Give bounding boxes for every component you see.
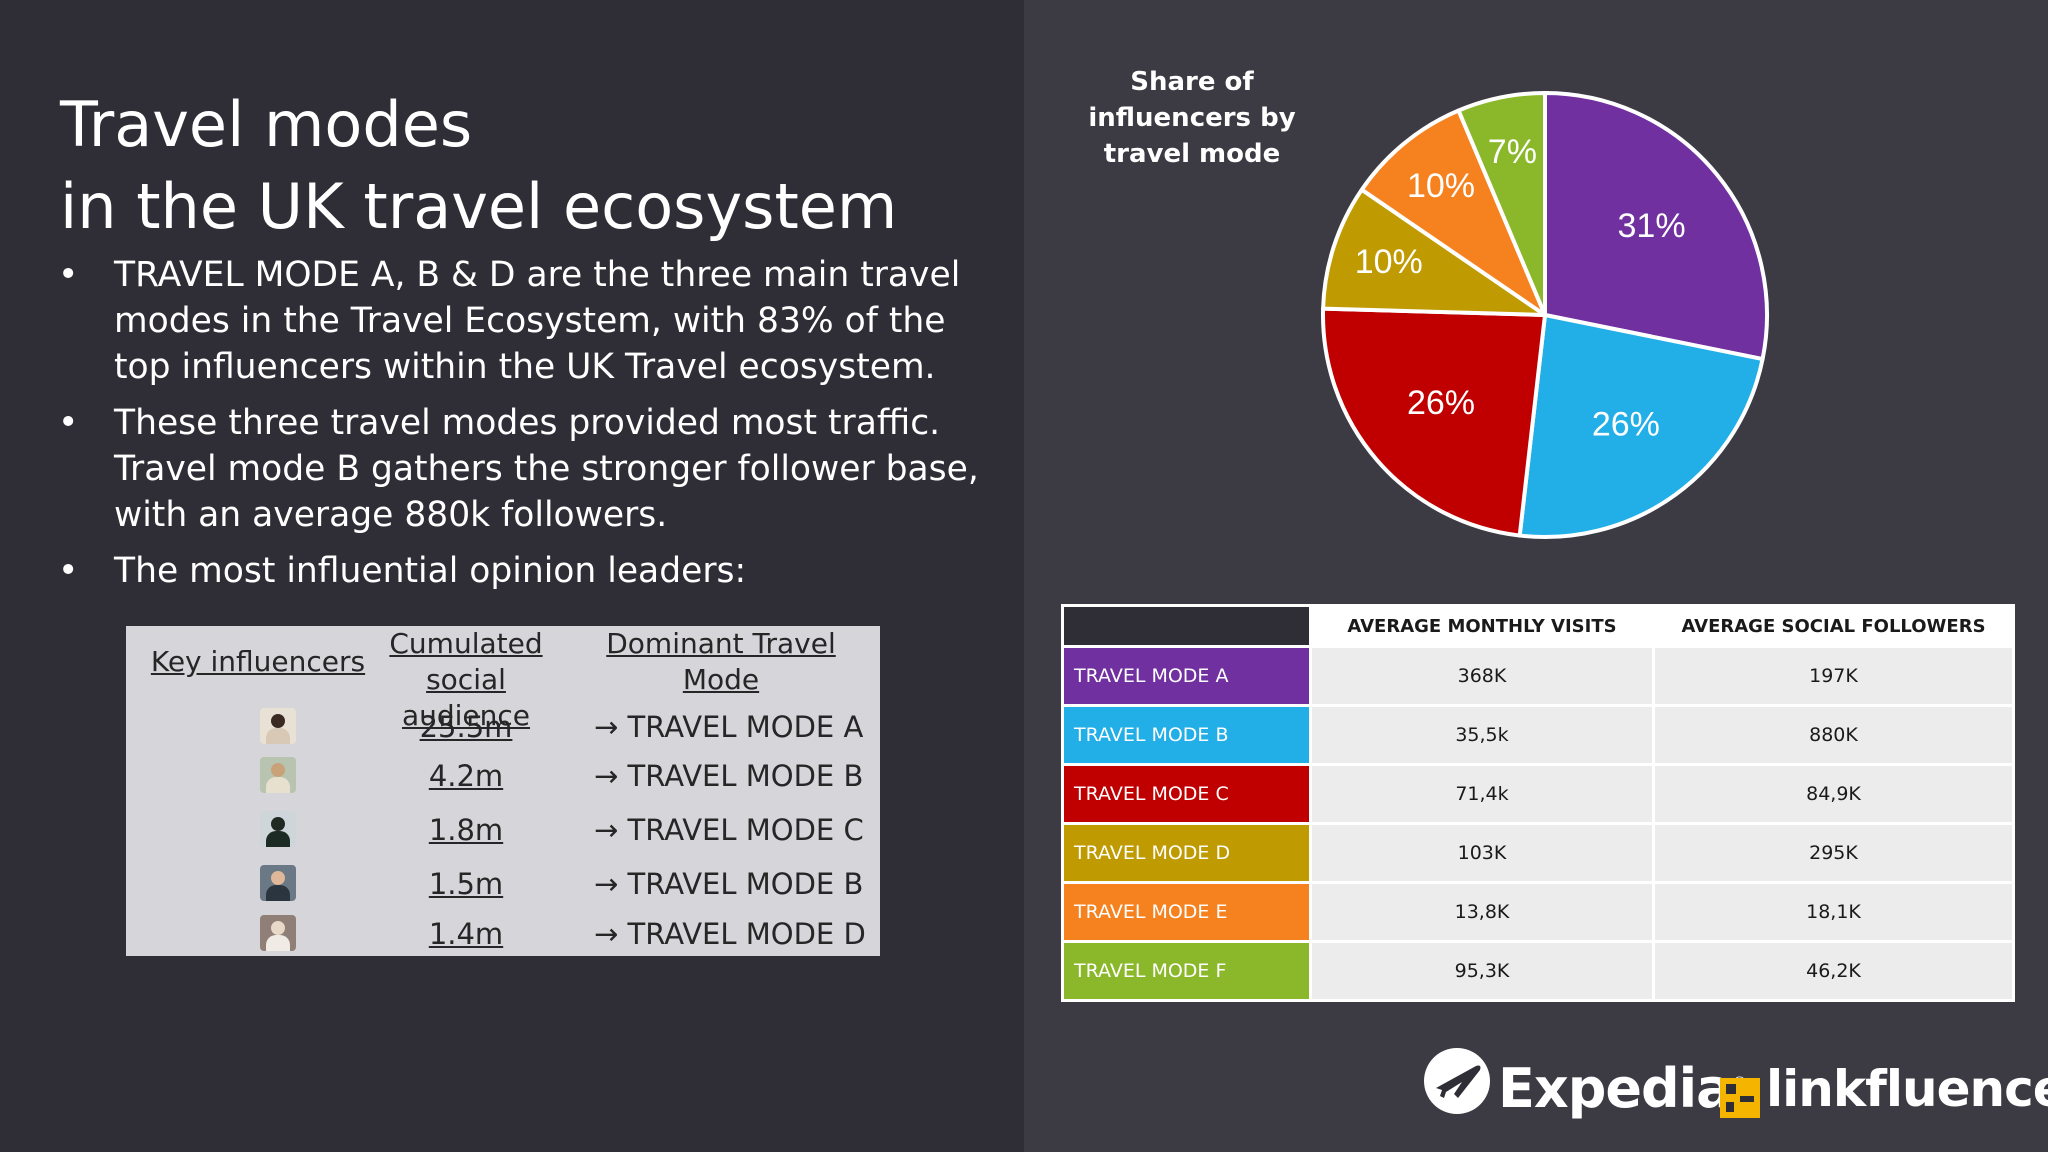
airplane-icon <box>1436 1065 1481 1098</box>
pie-chart: 31% 26% 26% 10% 10% 7% <box>1321 91 1769 539</box>
table-cell-visits: 13,8K <box>1309 881 1655 943</box>
table-cell-mode: TRAVEL MODE C <box>1061 763 1312 825</box>
influencer-mode: → TRAVEL MODE B <box>594 759 864 793</box>
pie-label-1: 31% <box>1618 207 1686 245</box>
avatar-head <box>271 871 285 885</box>
influencer-audience: 1.8m <box>428 813 504 847</box>
influencer-audience: 4.2m <box>428 759 504 793</box>
table-cell-visits: 103K <box>1309 822 1655 884</box>
table-header-row: AVERAGE MONTHLY VISITS AVERAGE SOCIAL FO… <box>1061 604 2015 648</box>
expedia-logo-text: Expedia® <box>1498 1048 1748 1124</box>
avatar-body <box>266 935 290 951</box>
pie-slice-4 <box>1321 187 1547 317</box>
table-cell-followers: 46,2K <box>1652 940 2015 1002</box>
header-cumulated-audience-line-1: Cumulated <box>389 627 543 660</box>
stats-table: AVERAGE MONTHLY VISITS AVERAGE SOCIAL FO… <box>1061 604 2015 1002</box>
avatar <box>260 757 296 793</box>
avatar <box>260 708 296 744</box>
avatar-body <box>266 831 290 847</box>
page-title-line-1: Travel modes <box>60 87 473 161</box>
table-cell-visits: 35,5k <box>1309 704 1655 766</box>
avatar-body <box>266 728 290 744</box>
pie-label-3: 26% <box>1407 384 1475 422</box>
influencer-row: 1.4m → TRAVEL MODE D <box>126 909 880 959</box>
influencer-row: 25.5m → TRAVEL MODE A <box>126 702 880 752</box>
influencer-mode: → TRAVEL MODE B <box>594 867 864 901</box>
pie-label-6: 7% <box>1488 133 1537 171</box>
pie-chart-title: Share of influencers by travel mode <box>1088 67 1296 169</box>
influencer-audience: 1.4m <box>428 917 504 951</box>
influencer-audience: 25.5m <box>419 710 513 744</box>
header-cumulated-audience: Cumulated social audience <box>366 626 566 734</box>
expedia-logo-icon <box>1424 1048 1490 1114</box>
table-row: TRAVEL MODE D 103K 295K <box>1061 822 2015 884</box>
influencer-row: 4.2m → TRAVEL MODE B <box>126 751 880 801</box>
table-cell-mode: TRAVEL MODE B <box>1061 704 1312 766</box>
table-cell-mode: TRAVEL MODE F <box>1061 940 1312 1002</box>
header-key-influencers: Key influencers <box>150 645 366 678</box>
page-title: Travel modes in the UK travel ecosystem <box>60 84 897 248</box>
influencer-audience: 1.5m <box>428 867 504 901</box>
header-dominant-mode-line-2: Mode <box>682 663 760 696</box>
table-cell-followers: 197K <box>1652 645 2015 707</box>
table-header-visits: AVERAGE MONTHLY VISITS <box>1309 604 1655 648</box>
pie-slice-3 <box>1321 306 1547 538</box>
pie-label-4: 10% <box>1355 243 1423 281</box>
influencer-row: 1.8m → TRAVEL MODE C <box>126 805 880 855</box>
table-cell-followers: 880K <box>1652 704 2015 766</box>
avatar-head <box>271 921 285 935</box>
table-cell-visits: 95,3K <box>1309 940 1655 1002</box>
left-panel: Travel modes in the UK travel ecosystem … <box>0 0 1024 1152</box>
table-cell-mode: TRAVEL MODE A <box>1061 645 1312 707</box>
avatar <box>260 915 296 951</box>
table-cell-followers: 18,1K <box>1652 881 2015 943</box>
table-cell-followers: 84,9K <box>1652 763 2015 825</box>
header-dominant-mode-line-1: Dominant Travel <box>606 627 836 660</box>
table-row: TRAVEL MODE C 71,4k 84,9K <box>1061 763 2015 825</box>
page-title-line-2: in the UK travel ecosystem <box>60 169 898 243</box>
avatar <box>260 865 296 901</box>
bullet-item: The most influential opinion leaders: <box>58 548 988 594</box>
avatar-body <box>266 777 290 793</box>
table-row: TRAVEL MODE F 95,3K 46,2K <box>1061 940 2015 1002</box>
linkfluence-logo-text: linkfluence <box>1766 1060 2048 1118</box>
table-row: TRAVEL MODE E 13,8K 18,1K <box>1061 881 2015 943</box>
influencer-mode: → TRAVEL MODE D <box>594 917 866 951</box>
bullet-item: TRAVEL MODE A, B & D are the three main … <box>58 252 988 390</box>
table-cell-followers: 295K <box>1652 822 2015 884</box>
avatar <box>260 811 296 847</box>
bullet-item: These three travel modes provided most t… <box>58 400 988 538</box>
table-cell-visits: 368K <box>1309 645 1655 707</box>
table-header-followers: AVERAGE SOCIAL FOLLOWERS <box>1652 604 2015 648</box>
influencer-row: 1.5m → TRAVEL MODE B <box>126 859 880 909</box>
expedia-wordmark: Expedia <box>1498 1057 1733 1120</box>
table-cell-mode: TRAVEL MODE D <box>1061 822 1312 884</box>
pie-slice-1 <box>1543 91 1769 362</box>
influencer-mode: → TRAVEL MODE A <box>594 710 864 744</box>
table-cell-mode: TRAVEL MODE E <box>1061 881 1312 943</box>
footer-logos: Expedia® linkfluence <box>1424 1048 2048 1128</box>
table-row: TRAVEL MODE B 35,5k 880K <box>1061 704 2015 766</box>
table-header-blank <box>1061 604 1312 648</box>
pie-slice-2 <box>1517 313 1765 539</box>
linkfluence-mark-icon <box>1720 1078 1760 1118</box>
pie-slice-5 <box>1359 108 1547 317</box>
bullet-list: TRAVEL MODE A, B & D are the three main … <box>58 252 988 604</box>
pie-label-5: 10% <box>1407 167 1475 205</box>
pie-slice-6 <box>1456 91 1547 317</box>
avatar-head <box>271 763 285 777</box>
table-row: TRAVEL MODE A 368K 197K <box>1061 645 2015 707</box>
header-cumulated-audience-line-2: social audience <box>401 663 531 732</box>
avatar-head <box>271 817 285 831</box>
table-cell-visits: 71,4k <box>1309 763 1655 825</box>
influencer-mode: → TRAVEL MODE C <box>594 813 864 847</box>
influencers-table: Key influencers Cumulated social audienc… <box>126 626 880 956</box>
avatar-body <box>266 885 290 901</box>
header-dominant-mode: Dominant Travel Mode <box>586 626 856 698</box>
avatar-head <box>271 714 285 728</box>
pie-label-2: 26% <box>1592 405 1660 443</box>
